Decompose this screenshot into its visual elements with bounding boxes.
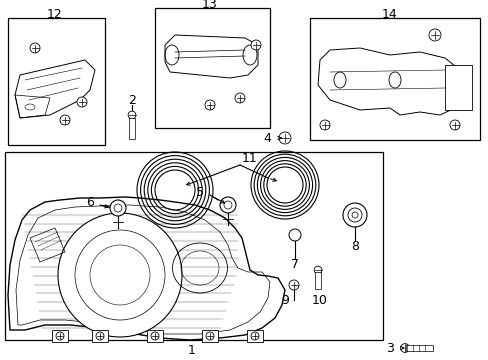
Bar [444,65,471,110]
Bar [52,330,68,342]
Circle shape [75,230,164,320]
Circle shape [449,120,459,130]
Text: 5: 5 [196,185,203,198]
Circle shape [250,40,261,50]
Circle shape [313,266,321,274]
Bar [155,8,269,128]
Text: 9: 9 [281,293,288,306]
Text: 12: 12 [47,8,63,21]
Bar [202,330,218,342]
Circle shape [342,203,366,227]
Bar [405,345,432,351]
Circle shape [114,204,122,212]
Circle shape [250,332,259,340]
Circle shape [351,212,357,218]
Text: 3: 3 [385,342,393,355]
Circle shape [279,132,290,144]
Bar [147,330,163,342]
Circle shape [347,208,361,222]
Circle shape [428,29,440,41]
Bar [8,18,105,145]
Circle shape [220,197,236,213]
Circle shape [288,229,301,241]
Text: 13: 13 [202,0,218,12]
Text: 11: 11 [242,152,257,165]
Text: 10: 10 [311,293,327,306]
Circle shape [205,332,214,340]
Circle shape [60,115,70,125]
Bar [315,272,320,289]
Bar [5,152,382,340]
Circle shape [151,332,159,340]
Circle shape [96,332,104,340]
Circle shape [58,213,182,337]
Circle shape [235,93,244,103]
Bar [246,330,263,342]
Circle shape [204,100,215,110]
Bar [129,117,135,139]
Text: 7: 7 [290,258,298,271]
Bar [92,330,108,342]
Circle shape [90,245,150,305]
Circle shape [128,111,136,119]
Text: 4: 4 [263,131,270,144]
Circle shape [319,120,329,130]
Circle shape [77,97,87,107]
Circle shape [56,332,64,340]
Text: 6: 6 [86,197,94,210]
Circle shape [110,200,126,216]
Text: 8: 8 [350,240,358,253]
Circle shape [224,201,231,209]
Circle shape [400,343,408,352]
Circle shape [30,43,40,53]
Text: 1: 1 [188,343,196,356]
Bar [309,18,479,140]
Text: 14: 14 [381,8,397,21]
Circle shape [288,280,298,290]
Text: 2: 2 [128,94,136,107]
